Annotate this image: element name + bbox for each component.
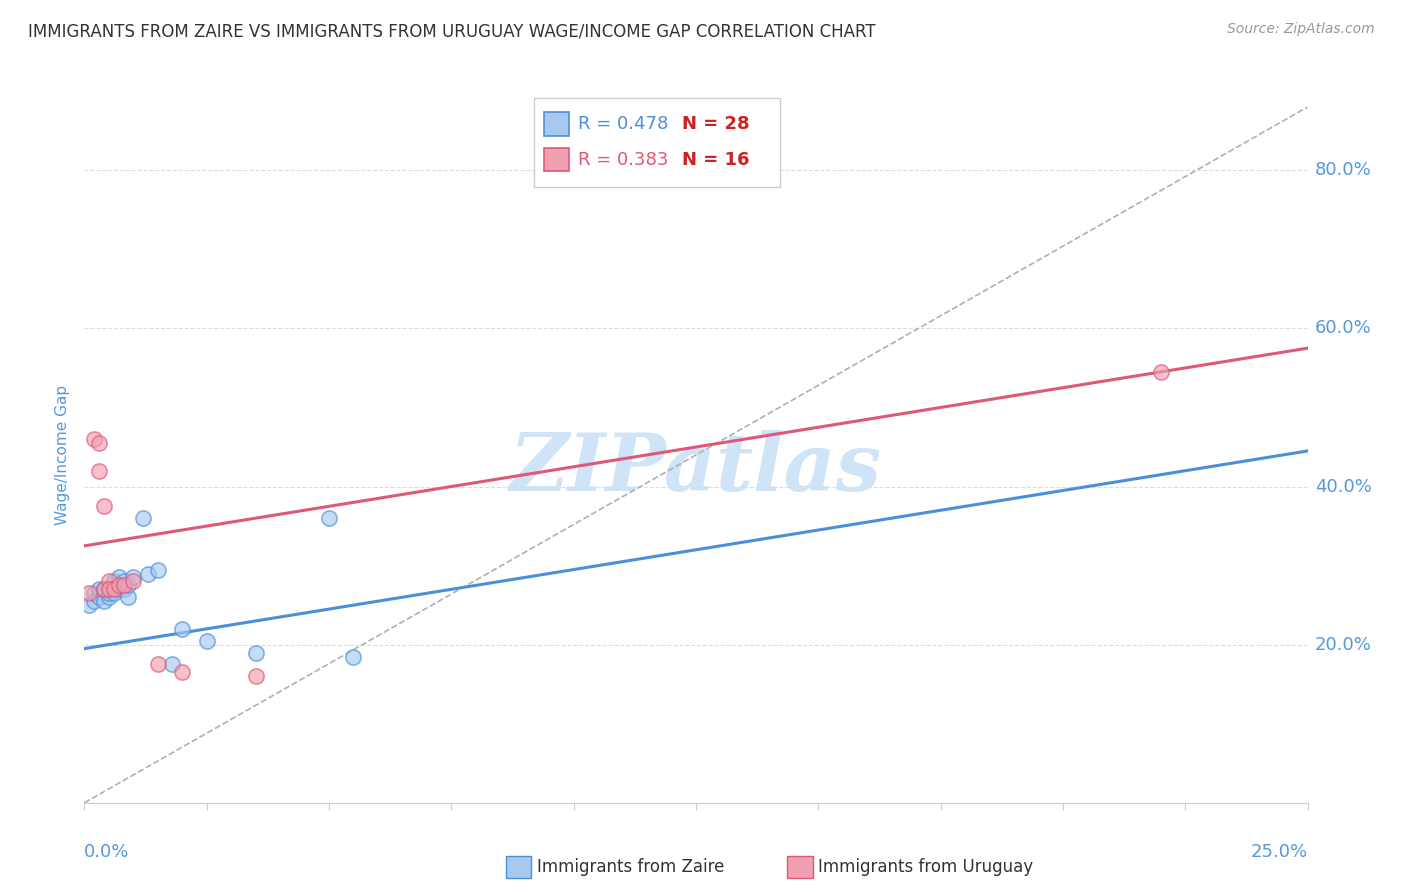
Text: Source: ZipAtlas.com: Source: ZipAtlas.com bbox=[1227, 22, 1375, 37]
Text: R = 0.478: R = 0.478 bbox=[578, 115, 668, 133]
Point bbox=[87, 582, 110, 597]
Point bbox=[245, 646, 267, 660]
Text: IMMIGRANTS FROM ZAIRE VS IMMIGRANTS FROM URUGUAY WAGE/INCOME GAP CORRELATION CHA: IMMIGRANTS FROM ZAIRE VS IMMIGRANTS FROM… bbox=[28, 22, 876, 40]
Point bbox=[146, 563, 169, 577]
Point bbox=[97, 586, 120, 600]
Text: 80.0%: 80.0% bbox=[1315, 161, 1371, 179]
Text: ZIPatlas: ZIPatlas bbox=[510, 430, 882, 508]
Point bbox=[122, 570, 145, 584]
Text: Immigrants from Zaire: Immigrants from Zaire bbox=[537, 858, 724, 876]
Text: 25.0%: 25.0% bbox=[1250, 843, 1308, 861]
Point bbox=[87, 591, 110, 605]
Point bbox=[162, 657, 184, 672]
Text: 60.0%: 60.0% bbox=[1315, 319, 1371, 337]
Point bbox=[93, 500, 115, 514]
Point bbox=[83, 432, 105, 446]
Point bbox=[77, 586, 100, 600]
Point bbox=[132, 511, 155, 525]
Point bbox=[97, 582, 120, 597]
Point bbox=[93, 582, 115, 597]
Point bbox=[172, 665, 194, 680]
Text: R = 0.383: R = 0.383 bbox=[578, 151, 668, 169]
Text: Immigrants from Uruguay: Immigrants from Uruguay bbox=[818, 858, 1033, 876]
Point bbox=[172, 622, 194, 636]
Point bbox=[87, 436, 110, 450]
Point bbox=[103, 582, 125, 597]
Point bbox=[122, 574, 145, 589]
Point bbox=[97, 582, 120, 597]
Point bbox=[103, 574, 125, 589]
Point bbox=[1150, 365, 1173, 379]
Point bbox=[107, 582, 129, 597]
Point bbox=[117, 578, 139, 592]
Point bbox=[107, 578, 129, 592]
Point bbox=[112, 582, 135, 597]
Point bbox=[342, 649, 364, 664]
Point bbox=[77, 598, 100, 612]
Y-axis label: Wage/Income Gap: Wage/Income Gap bbox=[55, 384, 70, 525]
Point bbox=[112, 574, 135, 589]
Point bbox=[97, 574, 120, 589]
Text: 20.0%: 20.0% bbox=[1315, 636, 1371, 654]
Point bbox=[83, 594, 105, 608]
Point bbox=[112, 578, 135, 592]
Point bbox=[93, 594, 115, 608]
Point bbox=[83, 586, 105, 600]
Text: N = 16: N = 16 bbox=[682, 151, 749, 169]
Point bbox=[195, 633, 218, 648]
Point bbox=[87, 464, 110, 478]
Point bbox=[103, 586, 125, 600]
Text: 40.0%: 40.0% bbox=[1315, 477, 1371, 496]
Point bbox=[146, 657, 169, 672]
Text: 0.0%: 0.0% bbox=[84, 843, 129, 861]
Point bbox=[117, 591, 139, 605]
Point bbox=[245, 669, 267, 683]
Point bbox=[107, 570, 129, 584]
Text: N = 28: N = 28 bbox=[682, 115, 749, 133]
Point bbox=[93, 582, 115, 597]
Point bbox=[318, 511, 340, 525]
Point bbox=[97, 591, 120, 605]
Point bbox=[136, 566, 159, 581]
